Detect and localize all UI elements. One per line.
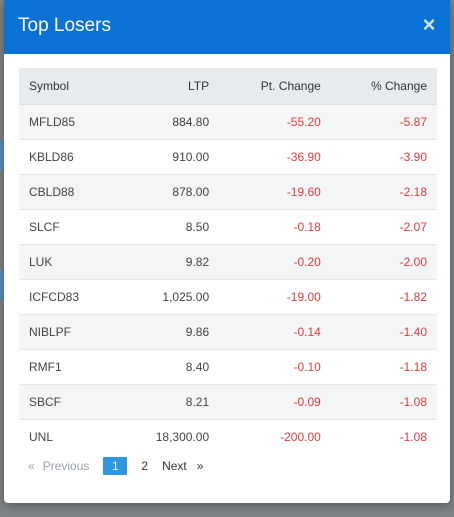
ltp-cell: 9.82 xyxy=(185,254,210,269)
ltp-cell: 1,025.00 xyxy=(162,289,210,304)
pt-change-cell: -0.14 xyxy=(293,324,321,339)
modal-title: Top Losers xyxy=(18,15,111,36)
table-row: KBLD86 910.00 -36.90 -3.90 xyxy=(19,139,437,174)
backdrop-element xyxy=(0,140,6,170)
symbol-cell: MFLD85 xyxy=(29,114,76,129)
pct-change-cell: -5.87 xyxy=(399,114,427,129)
pt-change-cell: -19.00 xyxy=(286,289,321,304)
pt-change-cell: -0.10 xyxy=(293,359,321,374)
ltp-cell: 18,300.00 xyxy=(155,429,210,444)
table-row: CBLD88 878.00 -19.60 -2.18 xyxy=(19,174,437,209)
pct-change-cell: -2.00 xyxy=(399,254,427,269)
table-row: ICFCD83 1,025.00 -19.00 -1.82 xyxy=(19,279,437,314)
backdrop-element xyxy=(0,270,6,300)
column-header-ltp[interactable]: LTP xyxy=(116,68,220,105)
pct-change-cell: -1.08 xyxy=(399,429,427,444)
ltp-cell: 8.40 xyxy=(185,359,210,374)
table-row: LUK 9.82 -0.20 -2.00 xyxy=(19,244,437,279)
symbol-cell: LUK xyxy=(29,254,53,269)
losers-table-container: Symbol LTP Pt. Change % Change MFLD85 88… xyxy=(19,68,437,454)
pt-change-cell: -0.18 xyxy=(293,219,321,234)
ltp-cell: 8.50 xyxy=(185,219,210,234)
symbol-cell: NIBLPF xyxy=(29,324,72,339)
modal-header: Top Losers × xyxy=(4,0,450,54)
next-arrow-icon[interactable]: » xyxy=(196,459,204,473)
table-row: UNL 18,300.00 -200.00 -1.08 xyxy=(19,419,437,454)
column-header-pct-change[interactable]: % Change xyxy=(330,68,437,105)
page-1-button[interactable]: 1 xyxy=(103,457,128,475)
symbol-cell: UNL xyxy=(29,429,54,444)
losers-table: Symbol LTP Pt. Change % Change MFLD85 88… xyxy=(19,68,437,454)
pct-change-cell: -2.07 xyxy=(399,219,427,234)
ltp-cell: 910.00 xyxy=(172,149,210,164)
pagination: « Previous 1 2 Next » xyxy=(28,457,213,475)
pct-change-cell: -2.18 xyxy=(399,184,427,199)
next-button[interactable]: Next xyxy=(162,459,187,473)
ltp-cell: 8.21 xyxy=(185,394,210,409)
pt-change-cell: -55.20 xyxy=(286,114,321,129)
symbol-cell: CBLD88 xyxy=(29,184,75,199)
symbol-cell: SBCF xyxy=(29,394,62,409)
pct-change-cell: -1.18 xyxy=(399,359,427,374)
table-row: SBCF 8.21 -0.09 -1.08 xyxy=(19,384,437,419)
pct-change-cell: -1.82 xyxy=(399,289,427,304)
table-row: SLCF 8.50 -0.18 -2.07 xyxy=(19,209,437,244)
pct-change-cell: -3.90 xyxy=(399,149,427,164)
column-header-pt-change[interactable]: Pt. Change xyxy=(219,68,331,105)
symbol-cell: RMF1 xyxy=(29,359,62,374)
symbol-cell: KBLD86 xyxy=(29,149,74,164)
pt-change-cell: -0.09 xyxy=(293,394,321,409)
pt-change-cell: -36.90 xyxy=(286,149,321,164)
close-icon[interactable]: × xyxy=(422,12,436,37)
pt-change-cell: -0.20 xyxy=(293,254,321,269)
pct-change-cell: -1.08 xyxy=(399,394,427,409)
ltp-cell: 878.00 xyxy=(172,184,210,199)
symbol-cell: SLCF xyxy=(29,219,60,234)
ltp-cell: 9.86 xyxy=(185,324,210,339)
table-row: MFLD85 884.80 -55.20 -5.87 xyxy=(19,104,437,139)
pt-change-cell: -200.00 xyxy=(280,429,321,444)
top-losers-modal: Top Losers × Symbol LTP Pt. Change % Cha… xyxy=(4,0,450,503)
symbol-cell: ICFCD83 xyxy=(29,289,80,304)
table-row: RMF1 8.40 -0.10 -1.18 xyxy=(19,349,437,384)
pct-change-cell: -1.40 xyxy=(399,324,427,339)
table-row: NIBLPF 9.86 -0.14 -1.40 xyxy=(19,314,437,349)
pt-change-cell: -19.60 xyxy=(286,184,321,199)
previous-arrow-icon[interactable]: « xyxy=(28,459,35,473)
ltp-cell: 884.80 xyxy=(172,114,210,129)
page-2-button[interactable]: 2 xyxy=(141,459,149,473)
table-header-row: Symbol LTP Pt. Change % Change xyxy=(19,68,437,105)
column-header-symbol[interactable]: Symbol xyxy=(19,68,117,105)
previous-button[interactable]: Previous xyxy=(42,459,90,473)
